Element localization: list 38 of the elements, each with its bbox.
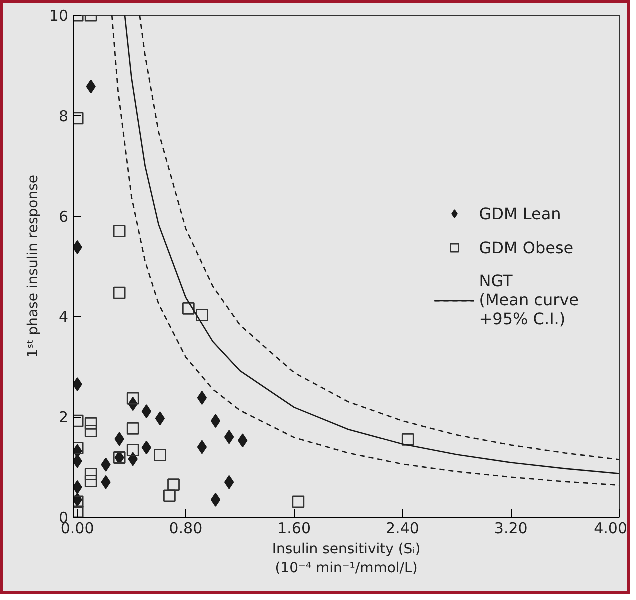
legend-label: GDM Obese: [479, 238, 574, 257]
point: [84, 417, 98, 430]
point: [210, 414, 221, 428]
point: [182, 302, 195, 315]
x-tick-label: 4.00: [594, 520, 628, 538]
point: [155, 412, 166, 426]
point: [197, 391, 208, 406]
y-axis-title: 1ˢᵗ phase insulin response: [25, 174, 42, 358]
x-tick-label: 2.40: [386, 520, 420, 538]
point: [168, 478, 180, 492]
point: [224, 475, 234, 490]
point: [113, 286, 126, 300]
point: [197, 440, 208, 454]
point: [196, 308, 208, 322]
x-axis-title: Insulin sensitivity (Sᵢ) (10⁻⁴ min⁻¹/mmol/L): [272, 542, 421, 577]
legend-label: NGT (Mean curve +95% C.I.): [479, 272, 579, 328]
point: [163, 490, 176, 502]
point: [154, 449, 166, 462]
point: [126, 444, 140, 456]
point: [84, 475, 98, 488]
x-tick-label: 1.60: [278, 520, 312, 538]
legend-label: GDM Lean: [479, 204, 562, 223]
y-tick-label: 10: [49, 7, 69, 25]
point: [126, 392, 140, 405]
point: [292, 496, 305, 508]
point: [210, 492, 221, 507]
point: [224, 430, 234, 444]
x-tick-label: 3.20: [494, 520, 528, 538]
point: [402, 433, 414, 446]
y-tick-label: 6: [58, 208, 69, 226]
y-tick-label: 4: [58, 308, 69, 326]
point: [126, 422, 140, 435]
point: [84, 424, 98, 438]
point: [84, 468, 98, 481]
y-tick-label: 2: [58, 408, 69, 427]
point: [113, 225, 126, 238]
y-tick-label: 8: [58, 107, 69, 126]
x-tick-label: 0.80: [169, 520, 203, 538]
